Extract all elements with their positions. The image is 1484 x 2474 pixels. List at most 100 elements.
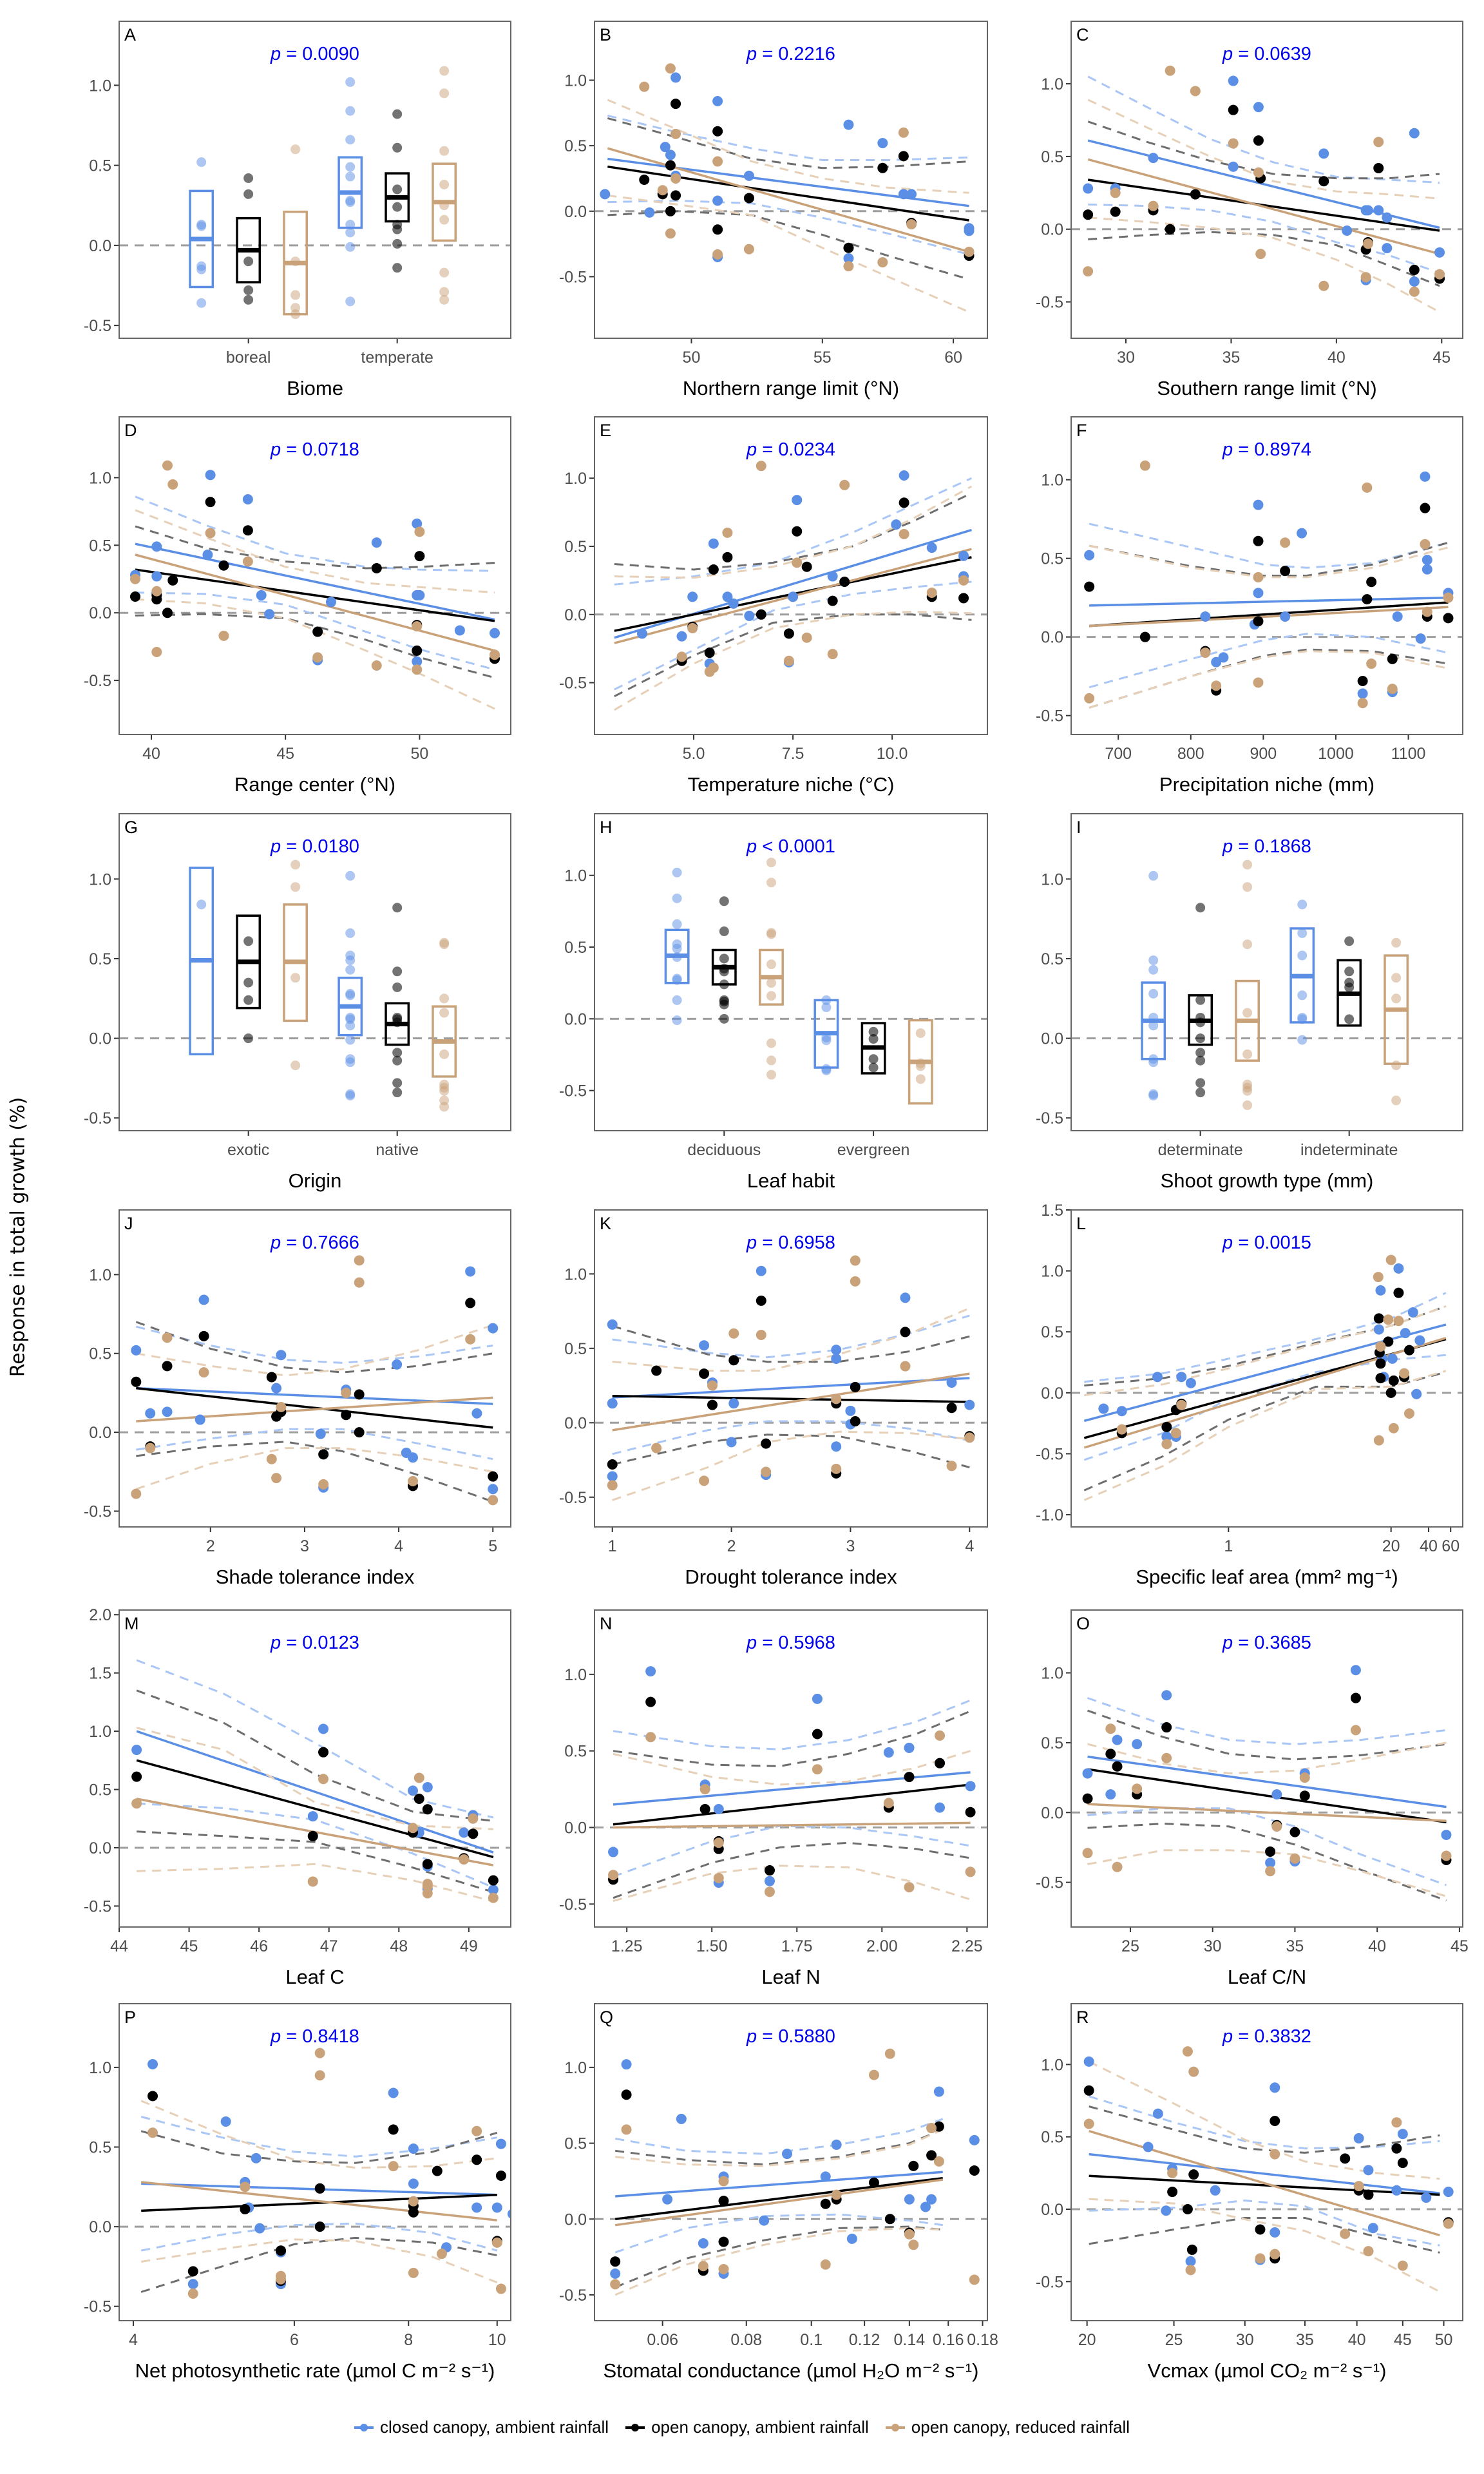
data-point xyxy=(459,1854,470,1865)
fit-line xyxy=(1087,178,1440,232)
data-point xyxy=(1098,1403,1109,1414)
x-tick-label: 4 xyxy=(394,1537,403,1555)
y-tick-label: -0.5 xyxy=(559,1489,587,1507)
panel-letter: B xyxy=(600,25,611,44)
y-tick-label: 0.5 xyxy=(89,157,111,175)
data-point xyxy=(1228,104,1239,115)
fit-line xyxy=(613,1821,971,1829)
data-point xyxy=(147,2127,158,2138)
p-symbol: p xyxy=(746,836,762,857)
data-point xyxy=(899,528,909,539)
ci-upper-line xyxy=(613,1750,971,1786)
series-closed-ambient xyxy=(1089,2095,1440,2247)
p-value-label: p = 0.0090 xyxy=(270,44,359,64)
data-point xyxy=(1143,2142,1154,2153)
data-point xyxy=(946,1377,957,1388)
data-point xyxy=(1265,1866,1276,1877)
data-point xyxy=(708,564,719,575)
data-point xyxy=(1195,995,1206,1005)
data-point xyxy=(850,1255,861,1266)
data-point xyxy=(408,1476,418,1487)
p-value-label: p = 0.2216 xyxy=(746,44,835,64)
data-point xyxy=(915,1074,926,1084)
data-point xyxy=(801,632,812,643)
data-point xyxy=(1161,1421,1172,1432)
group-deciduous-open-ambient xyxy=(711,896,737,1024)
data-point xyxy=(196,221,207,231)
plot-background xyxy=(595,417,987,734)
data-point xyxy=(868,1062,879,1073)
x-tick-label: 44 xyxy=(110,1937,128,1955)
data-point xyxy=(933,2156,944,2167)
x-tick-label: 45 xyxy=(276,745,294,763)
data-point xyxy=(1399,1368,1410,1379)
data-point xyxy=(1110,206,1121,217)
data-point xyxy=(621,2059,632,2070)
data-point xyxy=(827,571,838,582)
ci-lower-line xyxy=(1087,1823,1447,1902)
plot-frame xyxy=(1070,1609,1463,1928)
data-point xyxy=(1420,471,1431,482)
data-point xyxy=(1342,225,1353,236)
data-point xyxy=(345,870,356,881)
data-point xyxy=(743,170,754,181)
data-point xyxy=(1387,684,1398,695)
data-point xyxy=(392,1055,403,1066)
x-tick-label: 46 xyxy=(250,1937,268,1955)
data-point xyxy=(672,1015,682,1026)
data-point xyxy=(1353,2181,1364,2192)
data-point xyxy=(821,1035,832,1046)
data-point xyxy=(935,1758,946,1769)
y-tick-label: 1.0 xyxy=(564,72,587,90)
data-point xyxy=(935,1802,946,1813)
x-tick-label: 6 xyxy=(290,2331,299,2349)
data-point xyxy=(1400,1328,1411,1339)
data-point xyxy=(151,571,162,582)
group-native-closed-ambient xyxy=(338,870,363,1101)
data-point xyxy=(392,224,403,235)
x-axis-label: Origin xyxy=(289,1169,342,1192)
data-point xyxy=(1210,2185,1221,2196)
data-point xyxy=(243,189,254,199)
data-point xyxy=(167,575,178,586)
data-point xyxy=(198,1330,209,1341)
data-point xyxy=(345,1035,356,1045)
data-point xyxy=(254,2223,265,2234)
data-point xyxy=(1084,581,1095,592)
data-point xyxy=(345,227,356,238)
y-tick-label: 0.5 xyxy=(89,2139,111,2157)
data-point xyxy=(1362,238,1373,249)
y-tick-label: 1.0 xyxy=(89,1723,111,1741)
data-point xyxy=(1083,266,1094,277)
data-point xyxy=(345,1057,356,1068)
data-point xyxy=(766,991,776,1001)
data-point xyxy=(1139,631,1150,642)
p-value-text: = 0.0015 xyxy=(1238,1232,1311,1253)
data-point xyxy=(1190,86,1201,97)
data-point xyxy=(388,2124,399,2135)
data-point xyxy=(151,586,162,597)
series-open-ambient xyxy=(1087,1709,1447,1902)
y-tick-label: 1.5 xyxy=(89,1665,111,1683)
data-point xyxy=(722,551,733,562)
data-point xyxy=(264,609,275,620)
y-tick-label: 0.5 xyxy=(1041,1323,1063,1341)
data-point xyxy=(868,1034,879,1044)
p-symbol: p xyxy=(746,2026,762,2047)
plot-area xyxy=(129,460,500,710)
data-point xyxy=(318,1449,329,1460)
data-point xyxy=(877,257,888,268)
data-point xyxy=(820,2198,831,2209)
group-boreal-closed-ambient xyxy=(189,157,214,308)
series-closed-ambient xyxy=(614,2118,944,2254)
data-point xyxy=(713,1837,724,1848)
data-point xyxy=(827,649,838,660)
data-point xyxy=(1110,187,1121,198)
y-tick-label: 1.5 xyxy=(1041,1202,1063,1220)
data-point xyxy=(877,162,888,173)
data-point xyxy=(1385,1387,1396,1398)
data-point xyxy=(1366,577,1377,588)
plot-frame xyxy=(1070,2003,1463,2321)
panel-k: -0.5 0.0 0.5 1.0 1 2 3 4 Kp = 0.6958 Drought tole… xyxy=(559,1209,988,1588)
data-point xyxy=(162,1406,173,1417)
